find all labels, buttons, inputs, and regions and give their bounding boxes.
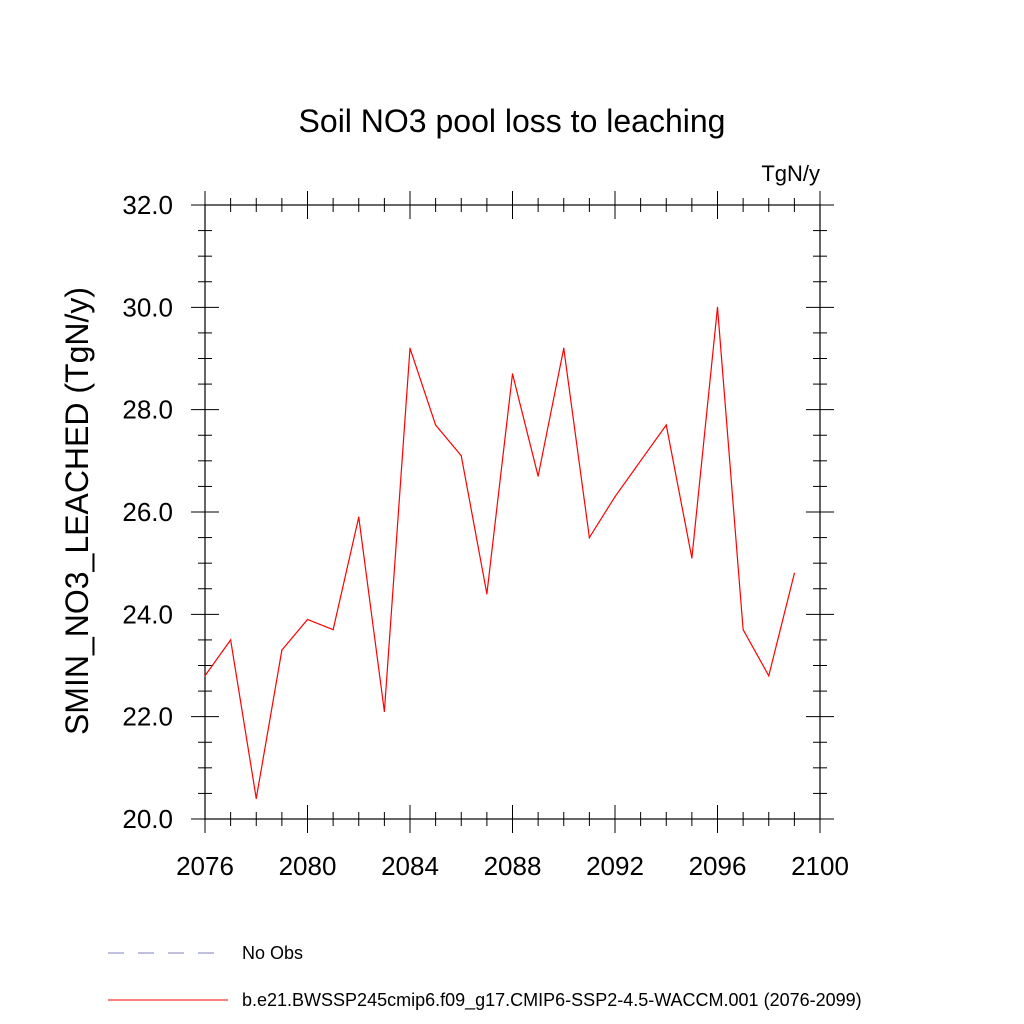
data-point [460, 455, 462, 457]
data-point [768, 675, 770, 677]
data-point [383, 710, 385, 713]
y-tick-label: 22.0 [122, 702, 173, 732]
x-tick-label: 2088 [484, 851, 542, 881]
data-point [614, 496, 616, 498]
y-axis-label: SMIN_NO3_LEACHED (TgN/y) [59, 287, 95, 735]
data-point [742, 629, 744, 631]
data-point [665, 424, 667, 426]
data-point [537, 475, 539, 477]
units-label: TgN/y [761, 161, 820, 186]
data-point [204, 675, 206, 677]
series-layer [204, 306, 795, 800]
y-tick-label: 24.0 [122, 599, 173, 629]
legend: No Obs b.e21.BWSSP245cmip6.f09_g17.CMIP6… [108, 943, 862, 1011]
data-line [204, 307, 795, 799]
data-point [486, 593, 488, 595]
y-tick-label: 32.0 [122, 190, 173, 220]
y-tick-label: 26.0 [122, 497, 173, 527]
axis-ticks [191, 191, 834, 833]
data-point [716, 306, 719, 308]
data-point [691, 557, 693, 559]
data-point [435, 424, 437, 426]
data-point [306, 618, 309, 621]
y-tick-labels: 20.0 22.0 24.0 26.0 28.0 30.0 32.0 [122, 190, 173, 834]
x-tick-label: 2080 [279, 851, 337, 881]
data-point [358, 516, 360, 518]
legend-label-no-obs: No Obs [242, 943, 303, 963]
data-point [332, 629, 334, 631]
legend-label-model-run: b.e21.BWSSP245cmip6.f09_g17.CMIP6-SSP2-4… [242, 990, 862, 1011]
y-tick-label: 20.0 [122, 804, 173, 834]
data-point [409, 347, 411, 349]
data-point [588, 536, 590, 539]
data-point [511, 373, 514, 375]
x-tick-label: 2096 [689, 851, 747, 881]
data-point [255, 797, 257, 800]
data-point [793, 572, 795, 575]
y-tick-label: 28.0 [122, 395, 173, 425]
x-tick-label: 2100 [791, 851, 849, 881]
data-point [563, 347, 565, 349]
x-tick-label: 2092 [586, 851, 644, 881]
x-tick-label: 2084 [381, 851, 439, 881]
data-point [640, 460, 642, 462]
y-tick-label: 30.0 [122, 292, 173, 322]
plot-frame [204, 204, 821, 820]
x-tick-label: 2076 [176, 851, 234, 881]
chart-title: Soil NO3 pool loss to leaching [299, 103, 726, 139]
x-tick-labels: 2076 2080 2084 2088 2092 2096 2100 [176, 851, 849, 881]
data-point [281, 649, 283, 651]
data-point [230, 639, 232, 641]
